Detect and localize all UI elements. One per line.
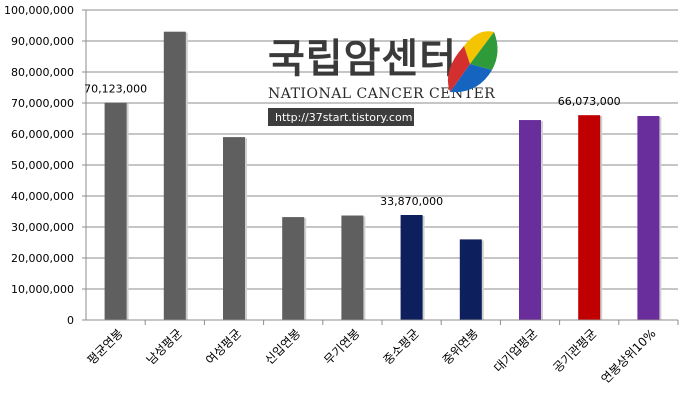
url-text: http://37start.tistory.com — [275, 111, 412, 124]
data-label: 33,870,000 — [380, 195, 443, 208]
y-tick-label: 40,000,000 — [11, 190, 74, 203]
logo-title: 국립암센터 — [268, 36, 457, 82]
y-tick-label: 80,000,000 — [11, 66, 74, 79]
data-label: 66,073,000 — [558, 95, 621, 108]
bars — [104, 31, 662, 321]
logo-leaf-segment — [447, 46, 470, 92]
y-tick-label: 0 — [67, 314, 74, 327]
bar-8 — [519, 120, 541, 320]
bar-1 — [104, 102, 127, 320]
bar-5 — [341, 215, 364, 320]
y-tick-label: 30,000,000 — [11, 221, 74, 234]
bar-3 — [223, 137, 245, 320]
bar-2 — [163, 31, 186, 320]
y-tick-label: 100,000,000 — [4, 4, 74, 17]
y-tick-label: 50,000,000 — [11, 159, 74, 172]
bar-4 — [282, 217, 305, 320]
data-labels: 70,123,000 33,870,000 66,073,000 — [84, 83, 621, 208]
url-badge — [268, 108, 414, 126]
bar-6 — [400, 215, 423, 320]
logo-leaf-icon — [447, 31, 498, 93]
bar-7 — [459, 239, 482, 320]
logo-subtitle: NATIONAL CANCER CENTER — [268, 86, 495, 102]
y-tick-label: 70,000,000 — [11, 97, 74, 110]
y-tick-label: 10,000,000 — [11, 283, 74, 296]
data-label: 70,123,000 — [84, 83, 147, 96]
logo-leaf-segment — [464, 31, 494, 64]
y-tick-label: 60,000,000 — [11, 128, 74, 141]
y-tick-label: 90,000,000 — [11, 35, 74, 48]
logo-leaf-segment — [470, 32, 498, 70]
y-tick-label: 20,000,000 — [11, 252, 74, 265]
watermark: 국립암센터 NATIONAL CANCER CENTER http://37st… — [268, 31, 498, 126]
logo-leaf-segment — [450, 64, 492, 93]
bar-10 — [637, 116, 660, 321]
bar-9 — [578, 115, 601, 320]
